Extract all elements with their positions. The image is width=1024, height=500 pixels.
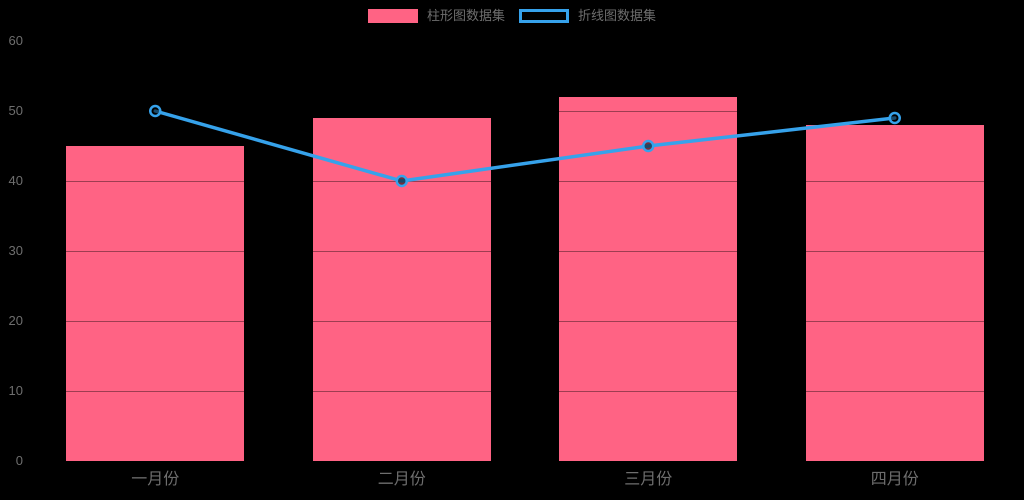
y-tick-label: 30 (8, 243, 23, 258)
line-point-三月份[interactable] (642, 139, 655, 153)
line-series (153, 109, 897, 183)
gridline (32, 321, 1018, 322)
line-dataset-swatch-icon (519, 9, 569, 23)
legend-item-bar-dataset[interactable]: 柱形图数据集 (367, 8, 505, 23)
bar-四月份[interactable] (805, 125, 984, 461)
y-tick-label: 10 (8, 383, 23, 398)
x-axis-label: 一月份 (131, 471, 180, 488)
legend: 柱形图数据集 折线图数据集 (0, 9, 1024, 23)
x-axis-label: 二月份 (377, 471, 426, 488)
bar-dataset-swatch-icon (367, 9, 418, 23)
x-axis-label: 四月份 (870, 471, 919, 488)
gridline (32, 41, 1018, 42)
legend-label: 柱形图数据集 (426, 8, 505, 23)
line-point-一月份[interactable] (149, 104, 162, 118)
gridline (32, 181, 1018, 182)
y-tick-label: 50 (8, 103, 23, 118)
line-point-四月份[interactable] (888, 111, 901, 125)
legend-item-line-dataset[interactable]: 折线图数据集 (519, 9, 656, 23)
legend-label: 折线图数据集 (578, 8, 657, 23)
gridline (32, 111, 1018, 112)
line-point-二月份[interactable] (395, 174, 408, 188)
gridline (32, 391, 1018, 392)
y-tick-label: 20 (8, 313, 23, 328)
x-axis-label: 三月份 (624, 471, 673, 488)
bar-一月份[interactable] (66, 146, 245, 461)
y-tick-label: 0 (15, 453, 23, 468)
y-tick-label: 40 (8, 173, 23, 188)
y-tick-label: 60 (8, 33, 23, 48)
bar-三月份[interactable] (559, 97, 738, 461)
gridline (32, 251, 1018, 252)
